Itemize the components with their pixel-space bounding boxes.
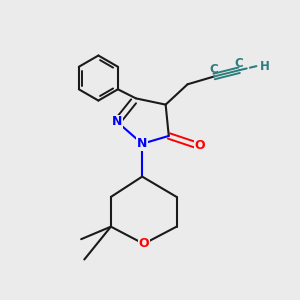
Text: C: C: [235, 57, 244, 70]
Text: O: O: [138, 237, 149, 250]
Text: C: C: [210, 63, 218, 76]
Text: O: O: [195, 139, 206, 152]
Text: H: H: [260, 60, 270, 73]
Text: N: N: [112, 115, 122, 128]
Text: N: N: [137, 137, 147, 150]
